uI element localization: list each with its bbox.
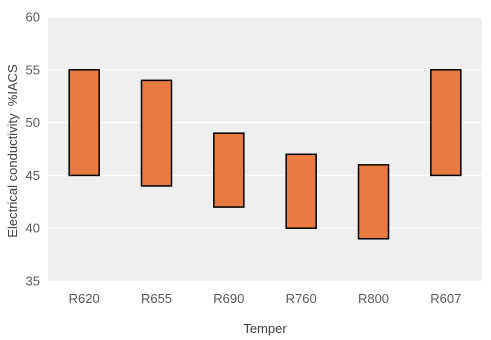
y-tick-label: 55	[26, 62, 40, 77]
x-tick-label: R655	[141, 291, 172, 306]
range-bar-r800	[357, 164, 390, 240]
x-tick-label: R800	[358, 291, 389, 306]
y-tick-label: 45	[26, 168, 40, 183]
range-bar-r655	[140, 79, 173, 187]
range-bar-r760	[285, 153, 317, 229]
range-bar-r607	[430, 69, 462, 177]
x-tick-label: R760	[286, 291, 317, 306]
bars	[68, 69, 462, 240]
y-tick-label: 50	[26, 115, 40, 130]
gridlines	[48, 16, 482, 229]
x-tick-label: R690	[213, 291, 244, 306]
y-tick-label: 35	[26, 274, 40, 289]
x-axis-label: Temper	[243, 321, 287, 336]
x-tick-label: R620	[69, 291, 100, 306]
x-tick-label: R607	[430, 291, 461, 306]
x-axis-ticks: R620 R655 R690 R760 R800 R607	[69, 291, 462, 306]
y-axis-ticks: 35 40 45 50 55 60	[26, 10, 40, 289]
y-tick-label: 40	[26, 221, 40, 236]
plot-area	[48, 17, 482, 281]
y-axis-label: Electrical conductivity %IACS	[5, 64, 20, 238]
range-bar-r690	[213, 132, 245, 208]
range-bar-r620	[68, 69, 100, 177]
y-tick-label: 60	[26, 10, 40, 25]
